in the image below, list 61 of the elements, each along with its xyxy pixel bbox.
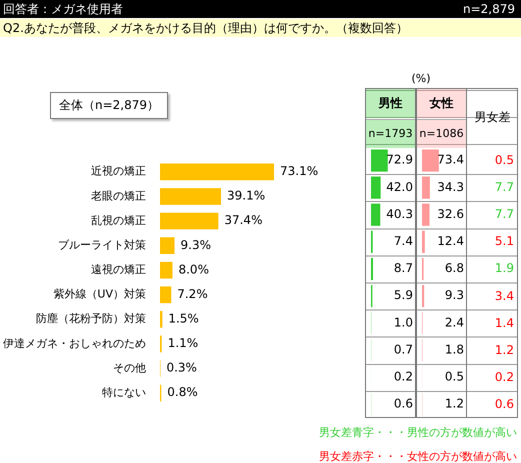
data-label: 12.4 xyxy=(437,234,464,248)
chart-title: 男性 xyxy=(366,89,415,118)
data-label: 0.6 xyxy=(494,396,514,413)
data-label: 3.4 xyxy=(494,288,514,304)
data-label: 73.1% xyxy=(280,164,318,178)
x-axis-title: (%) xyxy=(410,72,432,85)
data-label: 1.5% xyxy=(168,311,199,326)
data-label: 1.0 xyxy=(394,315,413,330)
data-label: 0.2 xyxy=(494,368,514,386)
text: 男女差青字・・・男性の方が数値が高い xyxy=(319,425,517,440)
data-label: 40.3 xyxy=(386,206,413,221)
y-tick-label: ブルーライト対策 xyxy=(58,238,146,252)
data-label: 7.7 xyxy=(494,179,514,196)
data-label: 7.7 xyxy=(494,206,514,224)
data-label: 39.1% xyxy=(226,188,266,203)
data-label: 1.8 xyxy=(444,342,464,356)
y-tick-label: 乱視の矯正 xyxy=(91,214,146,227)
data-label: 0.8% xyxy=(167,385,198,400)
data-label: 0.5 xyxy=(494,152,514,169)
data-label: 1.9 xyxy=(494,260,514,278)
chart-subtitle: n=1086 xyxy=(417,119,466,148)
data-label: 1.2 xyxy=(444,396,464,411)
data-label: 1.1% xyxy=(168,336,198,350)
data-label: 9.3% xyxy=(180,238,212,252)
data-label: 2.4 xyxy=(444,315,464,330)
y-tick-label: 老眼の矯正 xyxy=(91,189,146,202)
data-label: 0.6 xyxy=(394,396,413,411)
data-label: 8.0% xyxy=(178,262,209,276)
y-tick-label: 特にない xyxy=(102,386,146,399)
data-label: 1.4 xyxy=(494,314,514,332)
data-label: 5.1 xyxy=(494,233,514,250)
data-label: 0.5 xyxy=(444,369,464,384)
data-label: 0.2 xyxy=(394,369,413,384)
text: 男女差 xyxy=(474,109,512,126)
data-label: 7.4 xyxy=(394,234,413,248)
data-label: 0.3% xyxy=(166,360,197,375)
data-label: 1.2 xyxy=(494,342,514,359)
text: 回答者：メガネ使用者 xyxy=(2,2,123,16)
y-tick-label: 遠視の矯正 xyxy=(91,263,146,276)
y-tick-label: 伊達メガネ・おしゃれのため xyxy=(3,336,146,350)
chart-subtitle: Q2.あなたが普段、メガネをかける目的（理由）は何ですか。（複数回答） xyxy=(0,19,521,37)
text: 全体（n=2,879） xyxy=(50,92,168,119)
data-label: 42.0 xyxy=(386,180,413,194)
y-tick-label: 紫外線（UV）対策 xyxy=(53,288,146,301)
data-label: 9.3 xyxy=(444,288,464,302)
chart-subtitle: n=1793 xyxy=(366,119,415,148)
data-label: 5.9 xyxy=(394,288,413,302)
data-label: 6.8 xyxy=(444,261,464,276)
y-tick-label: 防塵（花粉予防）対策 xyxy=(36,312,146,326)
chart-title: 女性 xyxy=(417,89,466,118)
text: n=2,879 xyxy=(462,1,515,18)
data-label: 7.2% xyxy=(177,286,208,301)
data-label: 73.4 xyxy=(437,152,464,167)
data-label: 0.7 xyxy=(394,342,413,356)
y-tick-label: 近視の矯正 xyxy=(91,164,146,178)
data-label: 8.7 xyxy=(394,261,413,276)
y-tick-label: その他 xyxy=(113,361,146,374)
data-label: 37.4% xyxy=(224,213,262,228)
data-label: 32.6 xyxy=(437,206,464,221)
data-label: 34.3 xyxy=(437,180,464,194)
text: 男女差赤字・・・女性の方が数値が高い xyxy=(319,449,517,463)
